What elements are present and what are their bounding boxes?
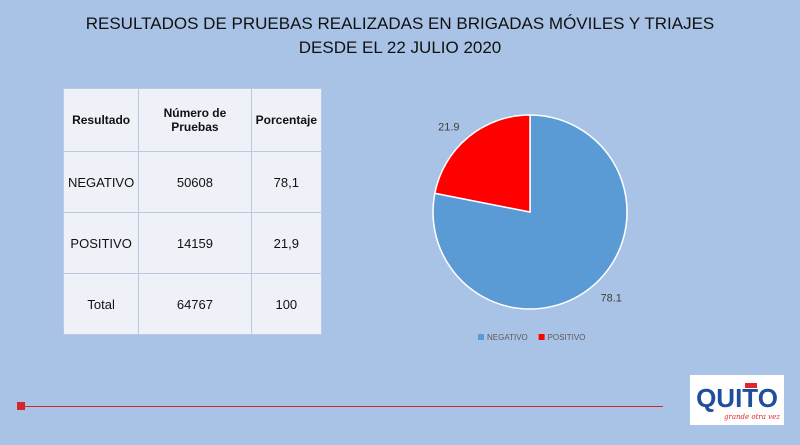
quito-logo: QUITO grande otra vez: [690, 375, 784, 425]
table-row: Total 64767 100: [62, 273, 323, 335]
cell-numero: 50608: [138, 151, 252, 213]
header-resultado: Resultado: [62, 88, 140, 152]
footer-line: [20, 406, 663, 407]
table-header-row: Resultado Número de Pruebas Porcentaje: [62, 88, 323, 152]
header-porcentaje: Porcentaje: [250, 88, 323, 152]
cell-porcentaje: 100: [250, 273, 323, 335]
legend-label-negativo: NEGATIVO: [487, 333, 528, 342]
legend-swatch-negativo: [478, 334, 484, 340]
data-label-positivo: 21.9: [438, 121, 459, 133]
header-numero-pruebas: Número de Pruebas: [138, 88, 252, 152]
cell-resultado: Total: [62, 273, 140, 335]
svg-text:QUITO: QUITO: [696, 383, 778, 413]
table-row: NEGATIVO 50608 78,1: [62, 151, 323, 213]
legend-label-positivo: POSITIVO: [548, 333, 586, 342]
page-title: RESULTADOS DE PRUEBAS REALIZADAS EN BRIG…: [0, 12, 800, 60]
cell-porcentaje: 78,1: [250, 151, 323, 213]
data-label-negativo: 78.1: [600, 293, 621, 305]
cell-resultado: NEGATIVO: [62, 151, 140, 213]
cell-numero: 14159: [138, 212, 252, 274]
cell-resultado: POSITIVO: [62, 212, 140, 274]
results-table: Resultado Número de Pruebas Porcentaje N…: [62, 88, 323, 335]
cell-porcentaje: 21,9: [250, 212, 323, 274]
legend-swatch-positivo: [538, 334, 545, 340]
table-row: POSITIVO 14159 21,9: [62, 212, 323, 274]
pie-slice-positivo: [433, 114, 531, 213]
title-line-1: RESULTADOS DE PRUEBAS REALIZADAS EN BRIG…: [85, 14, 715, 33]
title-line-2: DESDE EL 22 JULIO 2020: [298, 38, 502, 57]
svg-text:grande otra vez: grande otra vez: [724, 413, 780, 421]
cell-numero: 64767: [138, 273, 252, 335]
pie-chart: 78.1 21.9 NEGATIVO POSITIVO: [432, 114, 628, 342]
